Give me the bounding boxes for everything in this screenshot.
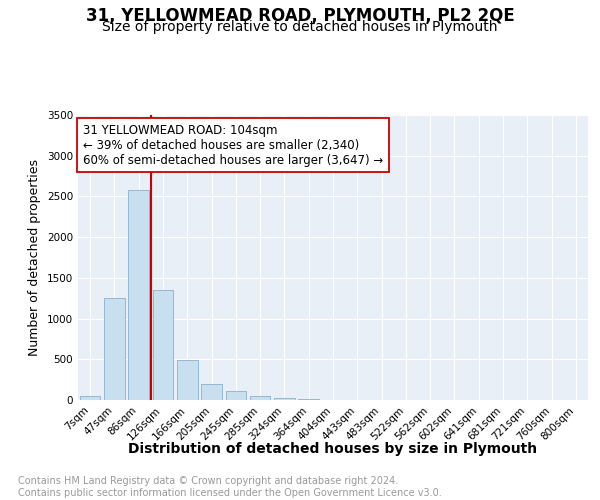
Bar [226, 391, 246, 400]
Bar [201, 384, 222, 400]
Text: Size of property relative to detached houses in Plymouth: Size of property relative to detached ho… [102, 20, 498, 34]
Bar [177, 360, 197, 400]
Text: 31, YELLOWMEAD ROAD, PLYMOUTH, PL2 2QE: 31, YELLOWMEAD ROAD, PLYMOUTH, PL2 2QE [86, 8, 514, 26]
Bar [128, 190, 149, 400]
Text: Distribution of detached houses by size in Plymouth: Distribution of detached houses by size … [128, 442, 538, 456]
Bar [152, 290, 173, 400]
Bar [104, 298, 125, 400]
Bar [80, 396, 100, 400]
Text: Contains HM Land Registry data © Crown copyright and database right 2024.
Contai: Contains HM Land Registry data © Crown c… [18, 476, 442, 498]
Bar [274, 398, 295, 400]
Bar [250, 396, 271, 400]
Y-axis label: Number of detached properties: Number of detached properties [28, 159, 41, 356]
Bar [298, 399, 319, 400]
Text: 31 YELLOWMEAD ROAD: 104sqm
← 39% of detached houses are smaller (2,340)
60% of s: 31 YELLOWMEAD ROAD: 104sqm ← 39% of deta… [83, 124, 383, 166]
